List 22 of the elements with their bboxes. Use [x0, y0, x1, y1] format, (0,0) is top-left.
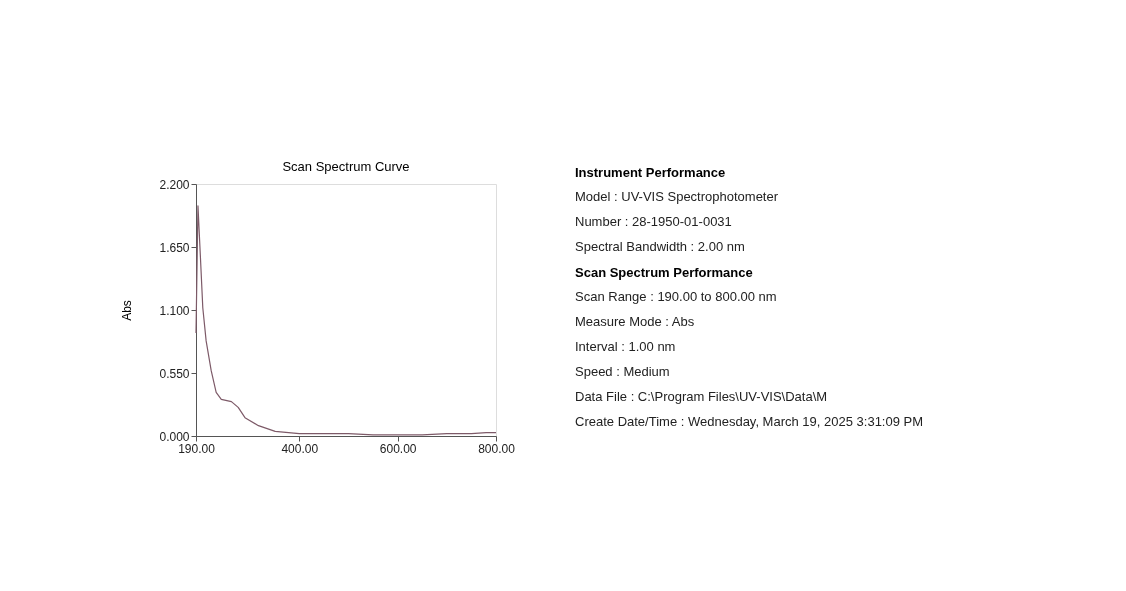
text: Scan Spectrum Performance [575, 265, 753, 280]
text: Spectral Bandwidth : 2.00 nm [575, 238, 745, 254]
y-axis-title: Abs [120, 300, 135, 321]
x-tick-label: 600.00 [379, 441, 417, 456]
text: Create Date/Time : Wednesday, March 19, 2025 3:31:09 PM [575, 413, 924, 429]
y-tick-label: 1.100 [159, 303, 190, 318]
y-tick-label: 0.000 [159, 429, 190, 444]
text: Measure Mode : Abs [575, 313, 695, 329]
y-tick-label: 0.550 [159, 366, 190, 381]
text: Model : UV-VIS Spectrophotometer [575, 188, 779, 204]
x-tick-label: 190.00 [178, 441, 216, 456]
text: Scan Range : 190.00 to 800.00 nm [575, 288, 777, 304]
text: Instrument Performance [575, 165, 726, 180]
chart-title: Scan Spectrum Curve [282, 159, 410, 174]
text: Speed : Medium [575, 363, 670, 379]
text: Interval : 1.00 nm [575, 338, 676, 354]
text: Data File : C:\Program Files\UV-VIS\Data\M [575, 388, 828, 404]
y-tick-label: 2.200 [159, 177, 190, 192]
x-tick-label: 800.00 [478, 441, 516, 456]
x-tick-label: 400.00 [281, 441, 319, 456]
text: Number : 28-1950-01-0031 [575, 213, 732, 229]
y-tick-label: 1.650 [159, 240, 190, 255]
